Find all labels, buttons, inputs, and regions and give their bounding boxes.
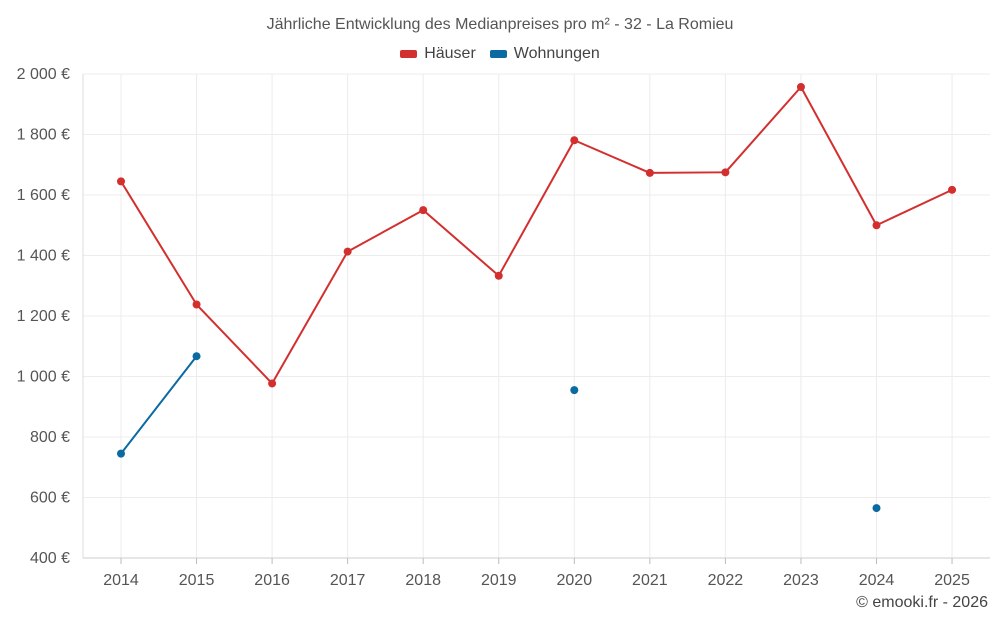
legend-swatch-wohnungen: [489, 50, 507, 58]
copyright-credit: © emooki.fr - 2026: [856, 594, 988, 611]
data-point-haeuser[interactable]: [268, 379, 277, 388]
data-point-haeuser[interactable]: [948, 185, 957, 194]
data-point-haeuser[interactable]: [721, 168, 730, 177]
x-tick-label: 2017: [330, 572, 366, 589]
series-line-haeuser: [346, 209, 425, 253]
y-tick-label: 1 200 €: [17, 308, 70, 325]
x-tick-label: 2020: [557, 572, 593, 589]
data-point-haeuser[interactable]: [645, 168, 654, 177]
y-tick-label: 600 €: [30, 490, 70, 507]
series-line-haeuser: [195, 303, 274, 385]
legend-swatch-haeuser: [400, 50, 418, 58]
x-tick-label: 2025: [934, 572, 970, 589]
series-line-haeuser: [120, 180, 198, 306]
x-tick-label: 2019: [481, 572, 517, 589]
data-point-haeuser[interactable]: [494, 271, 503, 280]
data-point-wohnungen[interactable]: [192, 352, 201, 361]
y-tick-label: 1 600 €: [17, 187, 70, 204]
legend-label-wohnungen: Wohnungen: [513, 45, 600, 62]
legend-item-haeuser[interactable]: Häuser: [400, 45, 476, 63]
y-tick-label: 2 000 €: [17, 66, 70, 83]
data-point-haeuser[interactable]: [570, 136, 579, 145]
y-tick-label: 1 400 €: [17, 248, 70, 265]
data-point-haeuser[interactable]: [343, 247, 352, 256]
y-tick-label: 1 800 €: [17, 127, 70, 144]
data-point-wohnungen[interactable]: [117, 449, 125, 458]
x-tick-label: 2016: [254, 572, 290, 589]
data-point-haeuser[interactable]: [419, 206, 428, 215]
x-tick-label: 2022: [708, 572, 744, 589]
series-line-haeuser: [648, 171, 727, 174]
series-line-haeuser: [875, 188, 954, 227]
data-point-wohnungen[interactable]: [872, 504, 881, 513]
legend: Häuser Wohnungen: [0, 45, 1000, 63]
y-tick-label: 1 000 €: [17, 369, 70, 386]
legend-label-haeuser: Häuser: [424, 45, 476, 62]
x-tick-label: 2021: [632, 572, 668, 589]
series-line-wohnungen: [120, 355, 198, 455]
series-line-haeuser: [799, 86, 878, 227]
series-line-haeuser: [497, 139, 576, 277]
data-point-haeuser[interactable]: [117, 177, 125, 186]
series-line-haeuser: [271, 250, 349, 385]
x-tick-label: 2018: [405, 572, 441, 589]
chart-title: Jährliche Entwicklung des Medianpreises …: [266, 16, 734, 33]
legend-item-wohnungen[interactable]: Wohnungen: [489, 45, 600, 63]
data-point-haeuser[interactable]: [872, 221, 881, 230]
data-point-haeuser[interactable]: [796, 83, 805, 92]
x-tick-label: 2023: [783, 572, 819, 589]
x-tick-label: 2014: [103, 572, 139, 589]
y-tick-label: 800 €: [30, 429, 70, 446]
y-tick-label: 400 €: [30, 550, 70, 567]
series-line-haeuser: [724, 86, 802, 174]
series-line-haeuser: [422, 209, 500, 277]
data-point-haeuser[interactable]: [192, 300, 201, 309]
data-point-wohnungen[interactable]: [570, 386, 579, 395]
x-tick-label: 2024: [859, 572, 895, 589]
series-line-haeuser: [573, 139, 651, 174]
x-tick-label: 2015: [179, 572, 215, 589]
